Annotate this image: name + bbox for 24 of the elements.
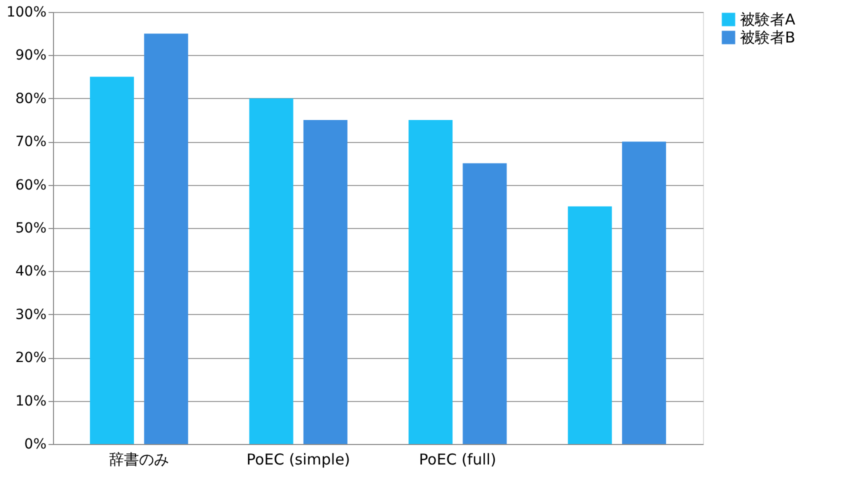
y-tick-label: 40% <box>15 264 46 280</box>
x-tick-label: PoEC (full) <box>419 450 496 468</box>
y-tick-label: 50% <box>15 220 46 236</box>
y-tick-label: 10% <box>15 393 46 410</box>
bar <box>622 142 666 444</box>
y-tick-label: 20% <box>15 350 46 366</box>
y-tick-label: 30% <box>15 306 46 323</box>
bar <box>144 34 188 444</box>
x-tick-label: 辞書のみ <box>109 450 170 468</box>
y-tick-label: 90% <box>15 48 46 64</box>
y-tick-label: 80% <box>15 90 46 107</box>
y-tick-label: 70% <box>15 134 46 150</box>
y-tick-label: 60% <box>15 177 46 194</box>
x-tick-label: PoEC (simple) <box>246 450 350 468</box>
bar <box>568 206 612 444</box>
y-tick-label: 0% <box>24 436 46 452</box>
bar <box>303 120 348 444</box>
bar <box>462 163 507 444</box>
legend-label: 被験者A <box>740 10 796 28</box>
bar <box>408 120 453 444</box>
bar <box>90 76 134 444</box>
legend-label: 被験者B <box>740 28 796 46</box>
y-tick-label: 100% <box>6 4 46 20</box>
bar <box>249 98 294 444</box>
